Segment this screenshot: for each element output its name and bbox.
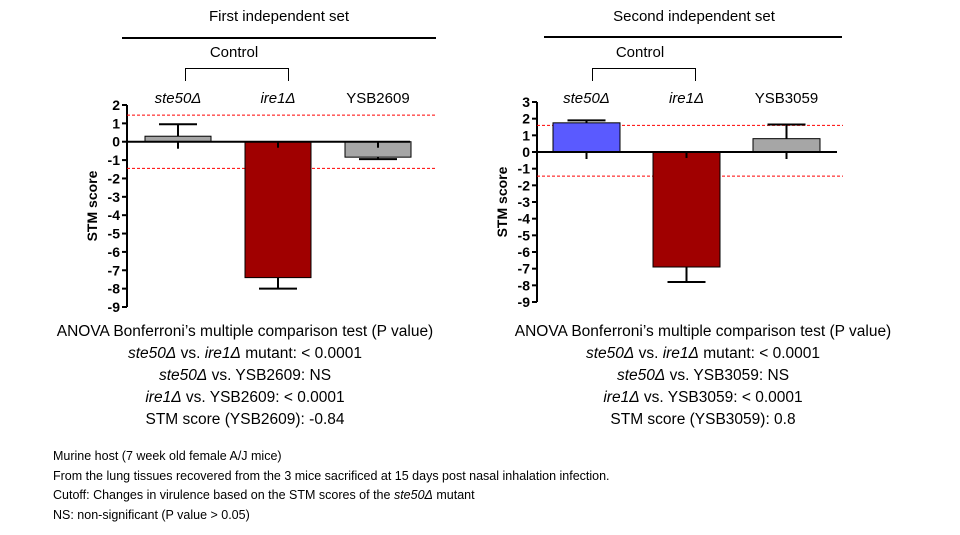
stats-segment: vs. YSB2609: < 0.0001: [181, 389, 345, 406]
footnote-segment: Murine host (7 week old female A/J mice): [53, 449, 282, 463]
y-axis-label: STM score: [84, 170, 100, 241]
stats-segment: ste50Δ: [158, 367, 208, 384]
y-tick-label: -6: [108, 244, 121, 260]
stats-line: ste50Δ vs. ire1Δ mutant: < 0.0001: [482, 343, 924, 365]
y-tick-label: 1: [522, 127, 530, 143]
y-tick-label: -2: [518, 177, 531, 193]
footnote-segment: NS: non-significant (P value > 0.05): [53, 507, 250, 522]
y-tick-label: -8: [108, 281, 121, 297]
category-label: YSB3059: [755, 90, 818, 107]
y-tick-label: 1: [112, 115, 120, 131]
footnote-line: Murine host (7 week old female A/J mice): [53, 447, 853, 467]
stats-segment: vs. YSB2609: NS: [207, 367, 332, 384]
panel-2-control-bracket: [592, 68, 696, 81]
y-tick-label: 2: [522, 111, 530, 127]
panel-1-control-label: Control: [209, 44, 259, 61]
bar-2: [752, 138, 821, 153]
category-label: ire1Δ: [669, 90, 704, 107]
stats-segment: vs.: [176, 345, 205, 362]
panel-2-title-rule: [544, 36, 842, 38]
stats-line: ste50Δ vs. ire1Δ mutant: < 0.0001: [30, 343, 460, 365]
stats-segment: vs. YSB3059: < 0.0001: [639, 389, 803, 406]
stats-segment: ire1Δ: [145, 389, 182, 406]
y-tick-label: -4: [108, 207, 121, 223]
y-tick-label: -7: [108, 262, 121, 278]
stats-line: ste50Δ vs. YSB3059: NS: [482, 365, 924, 387]
footnote-segment: ste50Δ: [393, 488, 433, 502]
y-tick-label: -1: [108, 152, 121, 168]
footnote-line: NS: non-significant (P value > 0.05): [53, 506, 853, 526]
y-tick-label: -9: [108, 299, 121, 315]
y-tick-label: -5: [108, 226, 121, 242]
footnote-segment: mutant: [432, 488, 475, 502]
stats-segment: ste50Δ: [616, 367, 666, 384]
y-tick-label: -1: [518, 161, 531, 177]
y-tick-label: -3: [108, 189, 121, 205]
category-label: YSB2609: [346, 90, 409, 107]
stats-segment: STM score (YSB3059): 0.8: [610, 411, 796, 428]
bar-0: [552, 122, 621, 153]
stats-line: ste50Δ vs. YSB2609: NS: [30, 365, 460, 387]
y-axis-label: STM score: [494, 166, 510, 237]
panel-1-stats: ANOVA Bonferroni’s multiple comparison t…: [30, 321, 460, 431]
panel-1-title: First independent set: [208, 8, 350, 25]
y-tick-label: -9: [518, 294, 531, 310]
stats-segment: ire1Δ: [204, 345, 241, 362]
category-label: ste50Δ: [563, 90, 610, 107]
stats-header: ANOVA Bonferroni’s multiple comparison t…: [514, 323, 892, 340]
stats-segment: mutant: < 0.0001: [240, 345, 363, 362]
stats-line: STM score (YSB2609): -0.84: [30, 409, 460, 431]
y-tick-label: 0: [522, 144, 530, 160]
stats-segment: ire1Δ: [603, 389, 640, 406]
footnotes: Murine host (7 week old female A/J mice)…: [53, 447, 853, 525]
panel-2-control-label: Control: [615, 44, 665, 61]
stats-segment: vs. YSB3059: NS: [665, 367, 790, 384]
y-tick-label: -3: [518, 194, 531, 210]
stats-segment: ire1Δ: [662, 345, 699, 362]
footnote-line: Cutoff: Changes in virulence based on th…: [53, 486, 853, 506]
y-tick-label: -7: [518, 261, 531, 277]
panel-1-title-rule: [122, 37, 436, 39]
y-tick-label: 3: [522, 94, 530, 110]
y-tick-label: -2: [108, 170, 121, 186]
stats-line: ire1Δ vs. YSB3059: < 0.0001: [482, 387, 924, 409]
panel-2-stats: ANOVA Bonferroni’s multiple comparison t…: [482, 321, 924, 431]
stats-header: ANOVA Bonferroni’s multiple comparison t…: [56, 323, 434, 340]
footnote-segment: From the lung tissues recovered from the…: [53, 468, 610, 483]
y-tick-label: -4: [518, 211, 531, 227]
stats-segment: ste50Δ: [585, 345, 635, 362]
y-tick-label: 0: [112, 134, 120, 150]
footnote-line: From the lung tissues recovered from the…: [53, 467, 853, 487]
panel-2-title: Second independent set: [613, 8, 775, 25]
y-tick-label: 2: [112, 97, 120, 113]
y-tick-label: -5: [518, 227, 531, 243]
stats-segment: vs.: [634, 345, 663, 362]
category-label: ste50Δ: [155, 90, 202, 107]
bar-1: [244, 141, 312, 279]
footnote-segment: Cutoff: Changes in virulence based on th…: [53, 488, 394, 502]
stats-line: ire1Δ vs. YSB2609: < 0.0001: [30, 387, 460, 409]
stats-segment: mutant: < 0.0001: [698, 345, 821, 362]
stats-line: STM score (YSB3059): 0.8: [482, 409, 924, 431]
y-tick-label: -6: [518, 244, 531, 260]
panel-1-control-bracket: [185, 68, 289, 81]
stats-segment: ste50Δ: [127, 345, 177, 362]
stats-segment: STM score (YSB2609): -0.84: [145, 411, 345, 428]
category-label: ire1Δ: [260, 90, 295, 107]
bar-1: [652, 151, 721, 268]
y-tick-label: -8: [518, 277, 531, 293]
